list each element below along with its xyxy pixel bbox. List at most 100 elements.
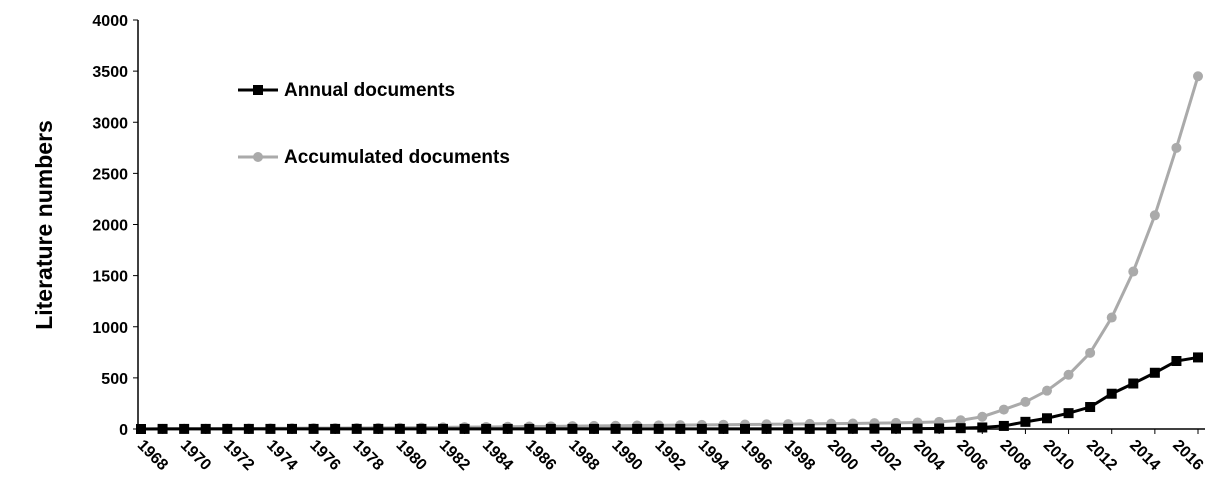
data-point — [136, 424, 146, 434]
data-point — [545, 423, 556, 434]
x-tick-label: 1992 — [651, 437, 688, 474]
y-tick-label: 1000 — [92, 320, 128, 337]
data-point — [761, 423, 772, 434]
data-point — [330, 423, 341, 434]
data-point — [1020, 416, 1031, 427]
data-point — [1149, 367, 1160, 378]
data-point — [1085, 347, 1096, 358]
data-point — [1085, 402, 1096, 413]
legend-marker — [253, 85, 263, 95]
y-tick-label: 4000 — [92, 13, 128, 30]
x-tick-label: 1978 — [349, 437, 386, 474]
data-point — [589, 423, 599, 434]
y-tick-label: 1500 — [92, 269, 128, 286]
x-tick-label: 1998 — [781, 437, 818, 474]
data-point — [869, 423, 880, 434]
y-tick-label: 3000 — [92, 115, 128, 132]
x-tick-label: 2000 — [824, 437, 861, 474]
data-point — [977, 411, 988, 422]
x-tick-label: 1968 — [134, 437, 171, 474]
x-tick-label: 1976 — [306, 437, 343, 474]
x-tick-label: 2012 — [1083, 437, 1120, 474]
y-axis-label: Literature numbers — [31, 120, 57, 330]
data-point — [157, 423, 168, 434]
data-point — [481, 423, 492, 434]
data-point — [977, 422, 988, 433]
data-point — [1171, 356, 1182, 367]
data-point — [308, 423, 319, 434]
x-tick-label: 1986 — [522, 437, 559, 474]
data-point — [934, 423, 945, 434]
x-tick-label: 1972 — [220, 437, 257, 474]
data-point — [847, 423, 858, 434]
data-point — [394, 423, 405, 434]
x-tick-label: 2002 — [867, 437, 904, 474]
x-tick-label: 1990 — [608, 437, 645, 474]
x-tick-label: 1974 — [263, 437, 300, 474]
data-point — [740, 423, 750, 434]
x-tick-label: 2004 — [910, 437, 947, 474]
x-tick-label: 1984 — [479, 437, 516, 474]
data-point — [826, 423, 837, 434]
data-point — [955, 423, 966, 434]
legend-label: Accumulated documents — [284, 147, 510, 168]
data-point — [524, 423, 535, 434]
data-point — [955, 415, 966, 426]
data-point — [1128, 378, 1139, 389]
data-point — [1149, 210, 1160, 221]
data-point — [1020, 396, 1031, 407]
x-tick-label: 2008 — [997, 437, 1034, 474]
data-point — [265, 423, 276, 434]
x-tick-label: 1982 — [436, 437, 473, 474]
legend-marker — [253, 152, 263, 162]
x-tick-label: 1980 — [393, 437, 430, 474]
series-line — [140, 75, 1200, 431]
data-point — [459, 423, 470, 434]
data-point — [912, 423, 923, 434]
data-point — [502, 423, 513, 434]
x-tick-label: 1996 — [738, 437, 775, 474]
x-tick-label: 1988 — [565, 437, 602, 474]
data-point — [804, 423, 815, 434]
data-point — [200, 423, 211, 434]
data-point — [1042, 385, 1052, 396]
data-point — [1042, 413, 1052, 424]
data-point — [179, 423, 190, 434]
data-point — [373, 423, 384, 434]
data-point — [416, 423, 427, 434]
data-point — [718, 423, 729, 434]
data-point — [438, 423, 448, 434]
y-tick-label: 3500 — [92, 64, 128, 81]
data-point — [696, 423, 707, 434]
data-point — [783, 423, 794, 434]
data-point — [632, 423, 643, 434]
data-point — [610, 423, 621, 434]
data-point — [1171, 142, 1182, 153]
data-point — [675, 423, 686, 434]
data-point — [243, 423, 254, 434]
data-point — [1063, 369, 1074, 380]
x-tick-label: 2016 — [1169, 437, 1206, 474]
data-point — [1063, 408, 1074, 419]
data-point — [1193, 352, 1203, 363]
y-tick-label: 0 — [119, 422, 128, 439]
data-point — [891, 423, 901, 434]
data-point — [1128, 266, 1139, 277]
legend-label: Annual documents — [284, 80, 455, 101]
y-tick-label: 2000 — [92, 218, 128, 235]
x-tick-label: 2014 — [1126, 437, 1163, 474]
y-tick-label: 2500 — [92, 166, 128, 183]
data-point — [1106, 312, 1117, 323]
data-point — [222, 423, 233, 434]
data-point — [653, 423, 664, 434]
data-point — [567, 423, 578, 434]
x-tick-label: 2006 — [953, 437, 990, 474]
data-point — [998, 420, 1009, 431]
x-tick-label: 2010 — [1040, 437, 1077, 474]
data-point — [998, 404, 1009, 415]
data-point — [1106, 388, 1117, 399]
x-tick-label: 1970 — [177, 437, 214, 474]
data-point — [351, 423, 362, 434]
x-tick-label: 1994 — [695, 437, 732, 474]
